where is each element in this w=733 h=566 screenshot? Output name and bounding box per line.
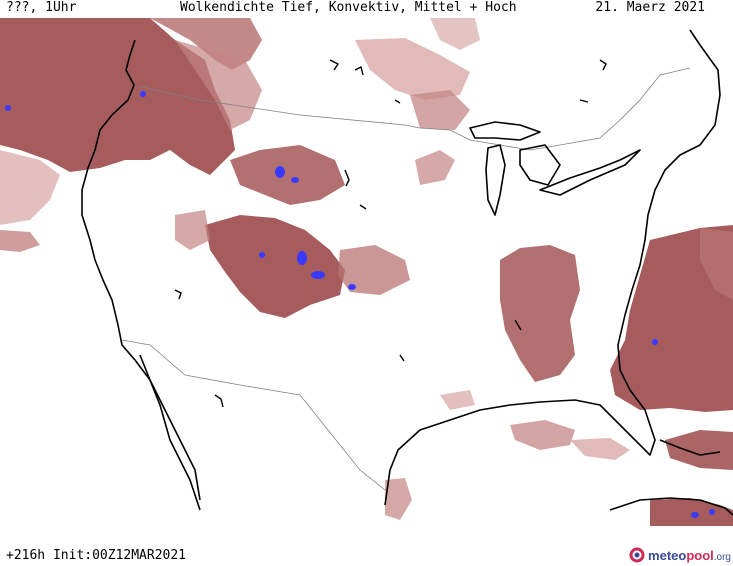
convective-cell	[691, 512, 699, 518]
island-mark	[344, 169, 350, 187]
convective-cell	[311, 271, 325, 279]
island-mark	[399, 354, 405, 362]
cloud-area-plains-scatter	[338, 245, 410, 295]
meteopool-brand[interactable]: meteopool.org	[629, 545, 731, 565]
lake-superior	[469, 121, 541, 141]
cloud-area-illinois	[415, 150, 455, 185]
convective-cell	[140, 91, 146, 97]
convective-cells-layer	[5, 91, 715, 518]
forecast-day-time: ???, 1Uhr	[6, 0, 77, 15]
cloud-area-gulf-east	[570, 438, 630, 460]
cloud-area-alberta	[175, 40, 262, 130]
island-mark	[174, 289, 182, 300]
coastline-layer	[81, 29, 733, 516]
cloud-area-texas-gulf-scatter	[440, 390, 475, 410]
cloud-area-bahamas	[665, 430, 733, 470]
island-marks-layer	[174, 59, 607, 408]
island-mark	[214, 394, 224, 408]
gulf-coast	[384, 29, 721, 506]
meteopool-logo-icon	[629, 547, 645, 563]
brand-meteo: meteo	[648, 547, 687, 563]
brand-org: .org	[713, 551, 731, 563]
lake-huron	[519, 144, 561, 186]
cloud-area-mexico	[385, 478, 412, 520]
cloud-area-gulf	[510, 420, 575, 450]
cuba-coast	[609, 497, 733, 516]
convective-cell	[291, 177, 299, 183]
island-mark	[394, 99, 401, 104]
cloud-area-utah	[175, 210, 210, 250]
cloud-area-wyoming	[230, 145, 345, 205]
cloud-area-colorado	[205, 215, 345, 318]
forecast-date: 21. Maerz 2021	[595, 0, 705, 15]
brand-pool: pool	[686, 547, 714, 563]
cloud-area-atlantic-light	[700, 228, 733, 300]
map-canvas	[0, 18, 733, 526]
island-mark	[329, 59, 340, 71]
cloud-area-caribbean	[650, 498, 733, 526]
island-mark	[359, 204, 367, 210]
cloud-area-west-coast-light	[0, 150, 60, 225]
convective-cell	[709, 509, 715, 515]
convective-cell	[5, 105, 11, 111]
cloud-area-mississippi	[500, 245, 580, 382]
map-footer: +216h Init:00Z12MAR2021 meteopool.org	[0, 526, 733, 566]
map-header: ???, 1Uhr Wolkendichte Tief, Konvektiv, …	[0, 0, 733, 18]
cloud-area-north-dakota	[355, 38, 470, 100]
cloud-area-pacific-northwest	[0, 18, 235, 175]
cloud-density-map	[0, 18, 733, 526]
island-mark	[514, 319, 522, 331]
west-coastline	[81, 39, 201, 501]
convective-cell	[259, 252, 265, 258]
convective-cell	[275, 166, 285, 178]
convective-cell	[297, 251, 307, 265]
cloud-area-quebec	[430, 18, 480, 50]
convective-cell	[348, 284, 356, 290]
lake-erie-ontario	[539, 149, 641, 196]
island-mark	[599, 59, 607, 71]
lake-michigan	[485, 144, 506, 216]
us-mexico-border	[121, 339, 386, 491]
cloud-area-pacific-offshore	[0, 230, 40, 252]
island-mark	[579, 99, 589, 103]
florida-keys-coast	[659, 439, 721, 456]
cloud-area-carolinas-atlantic	[610, 225, 733, 412]
forecast-run-info: +216h Init:00Z12MAR2021	[6, 548, 187, 563]
map-title: Wolkendichte Tief, Konvektiv, Mittel + H…	[180, 0, 517, 15]
cloud-cover-layer	[0, 18, 733, 526]
baja-peninsula	[139, 354, 201, 511]
cloud-area-minnesota	[410, 90, 470, 130]
brand-wordmark: meteopool.org	[648, 548, 731, 563]
convective-cell	[652, 339, 658, 345]
island-mark	[354, 65, 364, 76]
